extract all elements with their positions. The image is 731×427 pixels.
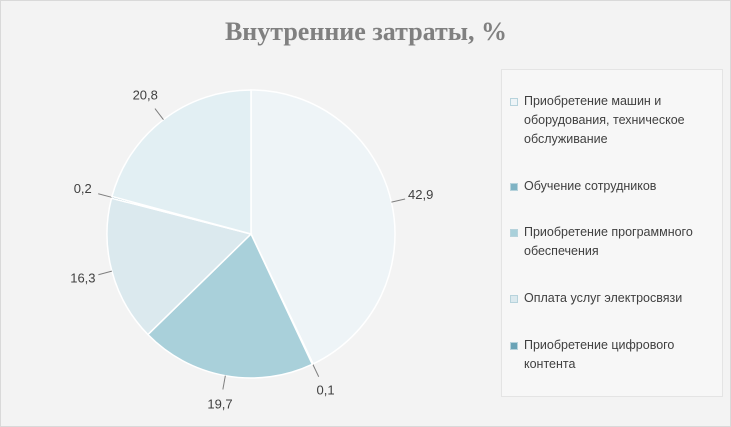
legend-entry: Приобретение цифрового контента — [510, 336, 716, 374]
data-label: 42,9 — [408, 187, 433, 202]
legend-swatch — [510, 342, 518, 351]
legend-swatch — [510, 182, 518, 191]
leader-line — [312, 363, 320, 377]
legend-label: Оплата услуг электросвязи — [524, 291, 683, 306]
legend-label: Приобретение цифрового контента — [524, 338, 675, 372]
legend-swatch — [510, 295, 518, 304]
legend: Приобретение машин и оборудования, техни… — [501, 69, 723, 397]
legend-swatch — [510, 229, 518, 238]
legend-label: Приобретение машин и оборудования, техни… — [524, 93, 685, 146]
legend-entry: Обучение сотрудников — [510, 177, 716, 196]
leader-line — [154, 108, 164, 120]
chart-title: Внутренние затраты, % — [225, 17, 507, 46]
data-label: 19,7 — [207, 397, 232, 412]
data-label: 0,1 — [317, 383, 335, 398]
pie-slice — [111, 89, 252, 235]
leader-line — [391, 198, 406, 203]
legend-entry: Приобретение машин и оборудования, техни… — [510, 92, 716, 149]
data-label: 0,2 — [74, 181, 92, 196]
pie-slice — [106, 197, 253, 336]
legend-entry: Оплата услуг электросвязи — [510, 289, 716, 308]
leader-line — [222, 375, 226, 390]
legend-label: Обучение сотрудников — [524, 178, 657, 193]
pie-slice — [250, 89, 396, 365]
leader-line — [98, 193, 112, 198]
legend-entry: Приобретение программного обеспечения — [510, 223, 716, 261]
data-label: 20,8 — [133, 87, 158, 102]
legend-swatch — [510, 97, 518, 106]
leader-line — [98, 270, 112, 276]
legend-label: Приобретение программного обеспечения — [524, 225, 693, 259]
data-label: 16,3 — [70, 270, 95, 285]
